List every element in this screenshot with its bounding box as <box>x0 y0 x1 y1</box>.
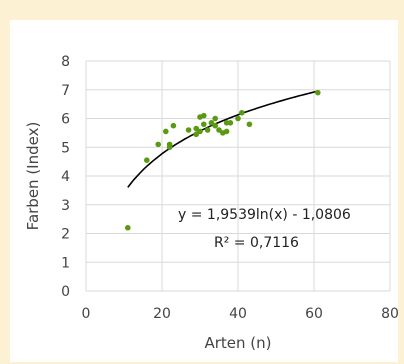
data-point <box>246 121 253 128</box>
data-point <box>227 120 234 126</box>
y-tick-label: 1 <box>61 255 70 271</box>
y-tick-label: 6 <box>61 112 70 128</box>
x-tick-labels: 0 20 40 60 80 <box>82 306 399 322</box>
data-point <box>212 122 218 129</box>
y-tick-label: 2 <box>61 227 70 243</box>
data-point <box>223 128 230 135</box>
x-tick-label: 20 <box>153 306 171 322</box>
data-point <box>235 115 241 122</box>
y-tick-label: 5 <box>61 140 70 156</box>
data-point <box>208 120 215 126</box>
data-point <box>166 141 173 148</box>
x-tick-label: 60 <box>305 306 323 322</box>
data-point <box>239 109 245 116</box>
y-tick-label: 4 <box>61 169 70 185</box>
grid-lines <box>85 60 391 292</box>
data-points <box>125 89 321 231</box>
data-point <box>204 127 211 133</box>
data-point <box>201 121 207 128</box>
y-tick-label: 8 <box>61 54 70 70</box>
data-point <box>212 115 218 122</box>
data-point <box>163 128 169 135</box>
trendline-equation: y = 1,9539ln(x) - 1,0806 <box>178 207 351 223</box>
data-point <box>144 157 150 163</box>
y-tick-labels: 0 1 2 3 4 5 6 7 8 <box>61 54 70 300</box>
data-point <box>125 224 131 231</box>
data-point <box>185 127 192 133</box>
data-point <box>197 128 203 135</box>
data-point <box>315 89 321 96</box>
trendline <box>127 90 318 188</box>
x-tick-label: 0 <box>82 306 91 322</box>
y-tick-label: 0 <box>61 284 70 300</box>
r-squared-label: R² = 0,7116 <box>214 235 299 251</box>
y-tick-label: 3 <box>61 198 70 214</box>
data-point <box>201 112 207 119</box>
x-axis-title: Arten (n) <box>204 334 271 352</box>
x-tick-label: 40 <box>229 306 247 322</box>
data-point <box>193 125 199 132</box>
x-tick-label: 80 <box>381 306 399 322</box>
plot-card <box>10 20 398 362</box>
y-tick-label: 7 <box>61 83 70 99</box>
data-point <box>170 122 177 129</box>
data-point <box>216 127 222 133</box>
data-point <box>193 131 199 138</box>
y-axis-title: Farben (Index) <box>24 122 42 231</box>
data-point <box>155 141 161 148</box>
